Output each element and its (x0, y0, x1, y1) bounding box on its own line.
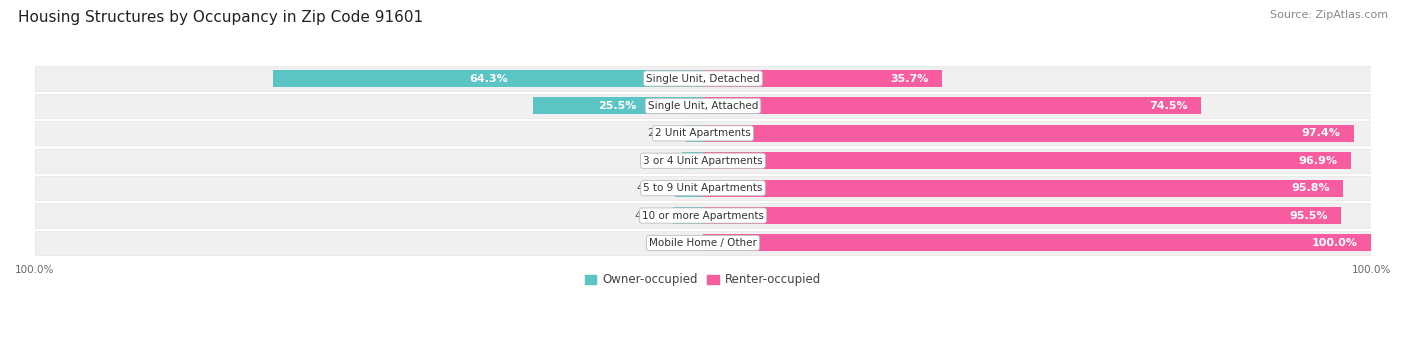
Bar (703, 207, 1341, 224)
Text: 25.5%: 25.5% (599, 101, 637, 111)
Text: Source: ZipAtlas.com: Source: ZipAtlas.com (1270, 10, 1388, 20)
Text: 10 or more Apartments: 10 or more Apartments (643, 210, 763, 221)
Text: 2.6%: 2.6% (647, 128, 676, 138)
Bar (35, 66, 1371, 91)
Bar (675, 180, 703, 197)
Bar (35, 121, 1371, 145)
Bar (686, 125, 703, 142)
Bar (35, 231, 1371, 255)
Bar (673, 207, 703, 224)
Text: 0.0%: 0.0% (665, 238, 693, 248)
Legend: Owner-occupied, Renter-occupied: Owner-occupied, Renter-occupied (579, 269, 827, 291)
Bar (35, 149, 1371, 173)
Text: Single Unit, Attached: Single Unit, Attached (648, 101, 758, 111)
Bar (703, 152, 1351, 169)
Text: 3 or 4 Unit Apartments: 3 or 4 Unit Apartments (643, 156, 763, 166)
Text: 74.5%: 74.5% (1149, 101, 1188, 111)
Bar (682, 152, 703, 169)
Text: Housing Structures by Occupancy in Zip Code 91601: Housing Structures by Occupancy in Zip C… (18, 10, 423, 25)
Bar (35, 204, 1371, 227)
Text: 95.8%: 95.8% (1291, 183, 1330, 193)
Bar (273, 70, 703, 87)
Text: 97.4%: 97.4% (1302, 128, 1340, 138)
Text: 4.2%: 4.2% (637, 183, 665, 193)
Bar (533, 98, 703, 115)
Bar (35, 176, 1371, 200)
Text: 2 Unit Apartments: 2 Unit Apartments (655, 128, 751, 138)
Text: 5 to 9 Unit Apartments: 5 to 9 Unit Apartments (644, 183, 762, 193)
Bar (703, 235, 1371, 251)
Bar (703, 98, 1201, 115)
Text: 95.5%: 95.5% (1289, 210, 1327, 221)
Text: 3.1%: 3.1% (644, 156, 672, 166)
Text: 96.9%: 96.9% (1298, 156, 1337, 166)
Bar (703, 180, 1343, 197)
Text: 35.7%: 35.7% (890, 74, 928, 84)
Text: 100.0%: 100.0% (1312, 238, 1358, 248)
Text: 4.5%: 4.5% (634, 210, 662, 221)
Bar (703, 70, 942, 87)
Bar (703, 125, 1354, 142)
Text: Mobile Home / Other: Mobile Home / Other (650, 238, 756, 248)
Text: Single Unit, Detached: Single Unit, Detached (647, 74, 759, 84)
Text: 64.3%: 64.3% (468, 74, 508, 84)
Bar (35, 94, 1371, 118)
